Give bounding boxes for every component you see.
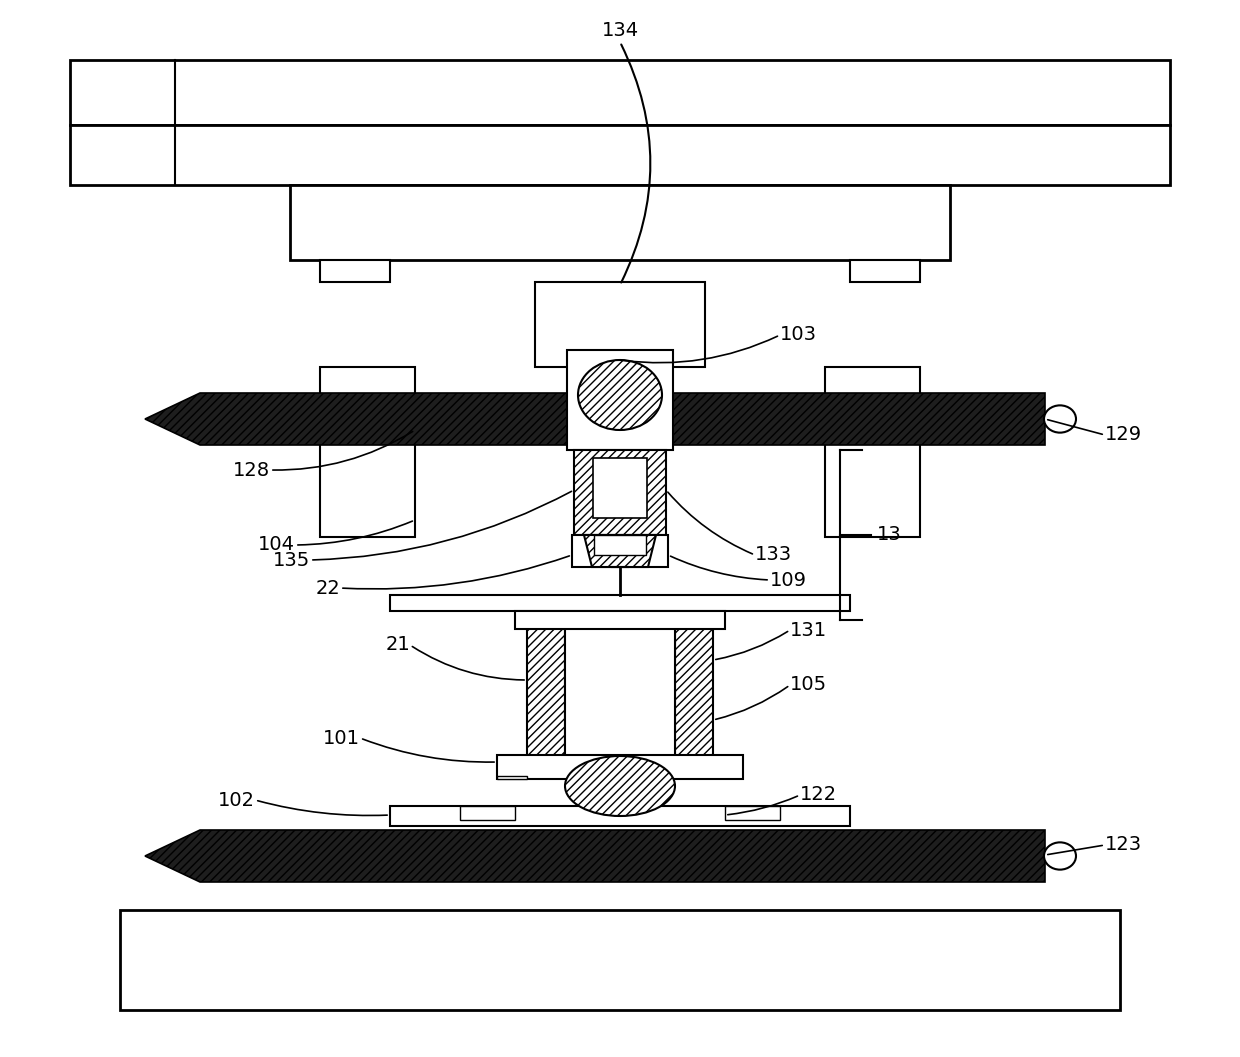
Text: 105: 105 (790, 675, 827, 694)
Bar (572, 535, 668, 567)
FancyArrowPatch shape (312, 492, 572, 560)
FancyArrowPatch shape (668, 493, 753, 554)
Bar (460, 806, 515, 820)
Text: 109: 109 (770, 571, 807, 590)
FancyArrowPatch shape (621, 44, 650, 282)
Text: 21: 21 (386, 635, 410, 654)
FancyArrowPatch shape (258, 801, 387, 816)
Circle shape (1044, 406, 1076, 432)
Text: 122: 122 (800, 785, 837, 804)
Circle shape (1044, 842, 1076, 870)
Bar (593, 458, 647, 518)
Bar (120, 910, 1120, 1010)
Bar (527, 611, 565, 776)
Ellipse shape (578, 360, 662, 430)
Bar (320, 260, 391, 282)
FancyArrowPatch shape (1048, 420, 1102, 434)
Text: 129: 129 (1105, 426, 1142, 445)
Bar (69, 60, 1171, 125)
Text: 123: 123 (1105, 835, 1142, 854)
FancyArrowPatch shape (728, 796, 797, 815)
Bar (567, 350, 673, 450)
FancyArrowPatch shape (273, 431, 413, 470)
Polygon shape (145, 393, 1045, 445)
FancyArrowPatch shape (715, 687, 787, 720)
Bar (725, 806, 780, 820)
Bar (594, 535, 646, 555)
Bar (565, 619, 675, 776)
Bar (515, 611, 725, 629)
Text: 13: 13 (877, 525, 901, 544)
Polygon shape (497, 776, 527, 779)
FancyArrowPatch shape (362, 739, 495, 762)
FancyArrowPatch shape (1048, 846, 1102, 854)
Bar (290, 185, 950, 260)
FancyArrowPatch shape (342, 556, 569, 589)
Ellipse shape (565, 756, 675, 816)
FancyArrowPatch shape (622, 336, 777, 363)
Text: 133: 133 (755, 545, 792, 564)
Bar (849, 260, 920, 282)
Polygon shape (584, 535, 656, 567)
Text: 102: 102 (218, 791, 255, 810)
FancyArrowPatch shape (715, 631, 787, 660)
Bar (391, 595, 849, 611)
Bar (675, 611, 713, 776)
Text: 104: 104 (258, 536, 295, 555)
Text: 134: 134 (601, 20, 639, 39)
Bar (825, 367, 920, 537)
Bar (497, 755, 743, 779)
Bar (320, 367, 415, 537)
Text: 22: 22 (315, 578, 340, 597)
FancyArrowPatch shape (298, 521, 413, 545)
FancyArrowPatch shape (413, 647, 525, 680)
Bar (69, 125, 1171, 185)
Bar (534, 282, 706, 367)
Text: 103: 103 (780, 326, 817, 345)
Bar (574, 450, 666, 535)
Text: 131: 131 (790, 620, 827, 639)
FancyArrowPatch shape (671, 556, 768, 580)
Polygon shape (145, 830, 1045, 882)
Bar (391, 806, 849, 826)
Text: 135: 135 (273, 551, 310, 570)
Text: 101: 101 (322, 728, 360, 747)
Text: 128: 128 (233, 461, 270, 480)
